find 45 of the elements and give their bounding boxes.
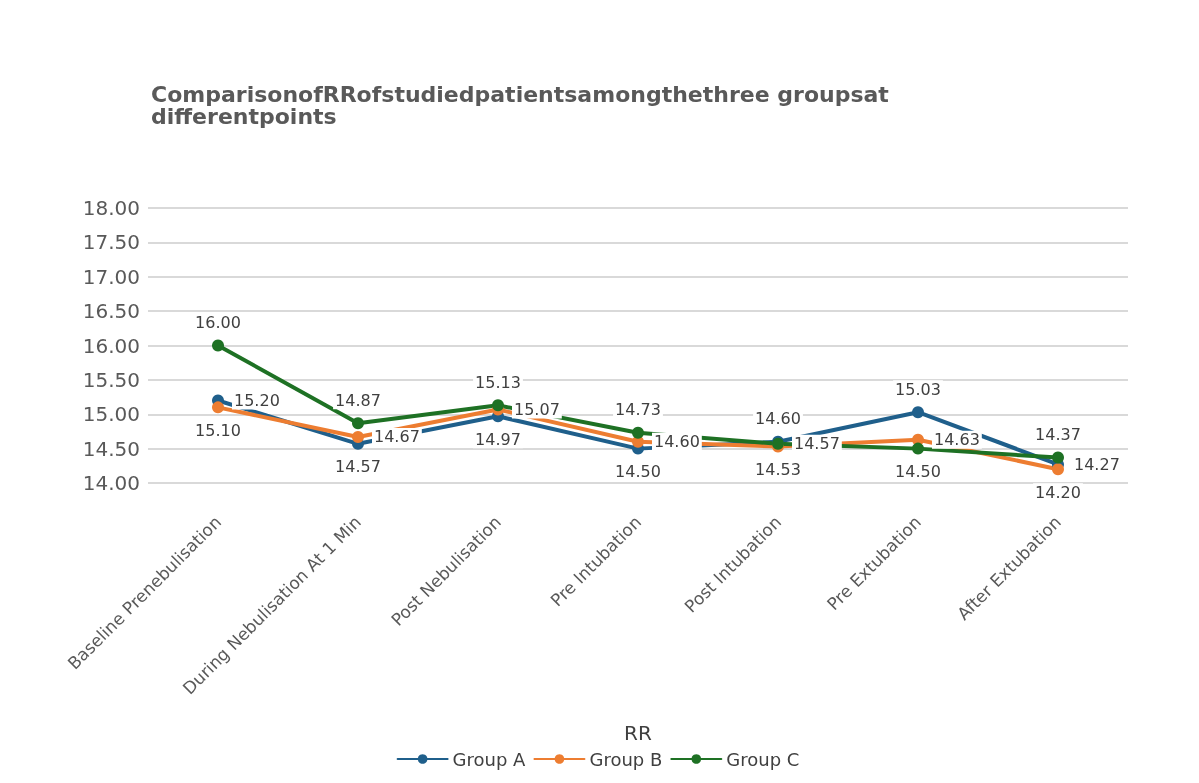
y-tick-label: 14.00: [82, 471, 140, 495]
point: [1052, 451, 1064, 464]
data-label: 14.53: [755, 460, 801, 480]
data-label: 16.00: [195, 313, 241, 332]
chart-title: ComparisonofRRofstudiedpatientsamongthethree groupsat differentpoints: [151, 81, 897, 129]
data-label: 15.07: [514, 399, 560, 419]
y-tick-label: 18.00: [82, 196, 140, 220]
data-label: 14.37: [1035, 425, 1081, 445]
y-tick-label: 15.50: [82, 367, 140, 392]
data-label: 14.63: [934, 430, 980, 450]
data-label: 14.57: [794, 434, 840, 454]
legend-label: Group A: [452, 748, 527, 770]
data-label: 14.60: [654, 432, 700, 452]
point: [352, 430, 364, 443]
data-label: 14.57: [335, 457, 381, 477]
data-label: 15.20: [234, 391, 280, 410]
data-label: 14.97: [475, 429, 521, 449]
point: [912, 442, 924, 455]
data-label: 14.67: [374, 427, 420, 447]
data-label: 15.13: [475, 372, 521, 392]
data-label: 14.50: [615, 462, 661, 482]
data-label: 14.60: [755, 409, 801, 429]
legend-label: Group B: [589, 748, 663, 770]
data-label: 14.20: [1035, 482, 1081, 502]
data-label: 15.10: [195, 420, 241, 440]
data-label: 14.50: [895, 462, 941, 482]
y-tick-label: 17.00: [82, 264, 140, 289]
y-tick-label: 16.50: [82, 299, 140, 324]
data-label: 14.73: [615, 400, 661, 420]
point: [1052, 463, 1064, 476]
point: [212, 401, 224, 414]
point: [912, 406, 924, 419]
point: [632, 426, 644, 439]
y-tick-label: 15.00: [82, 402, 140, 427]
legend-label: Group C: [726, 748, 800, 770]
data-label: 14.87: [335, 390, 381, 410]
point: [212, 339, 224, 352]
point: [492, 399, 504, 412]
y-tick-label: 16.00: [82, 333, 140, 358]
point: [352, 417, 364, 430]
y-tick-label: 17.50: [82, 230, 140, 255]
data-label: 14.27: [1074, 454, 1120, 474]
y-tick-label: 14.50: [82, 436, 140, 461]
x-axis-title: RR: [624, 721, 652, 745]
data-label: 15.03: [895, 379, 941, 399]
